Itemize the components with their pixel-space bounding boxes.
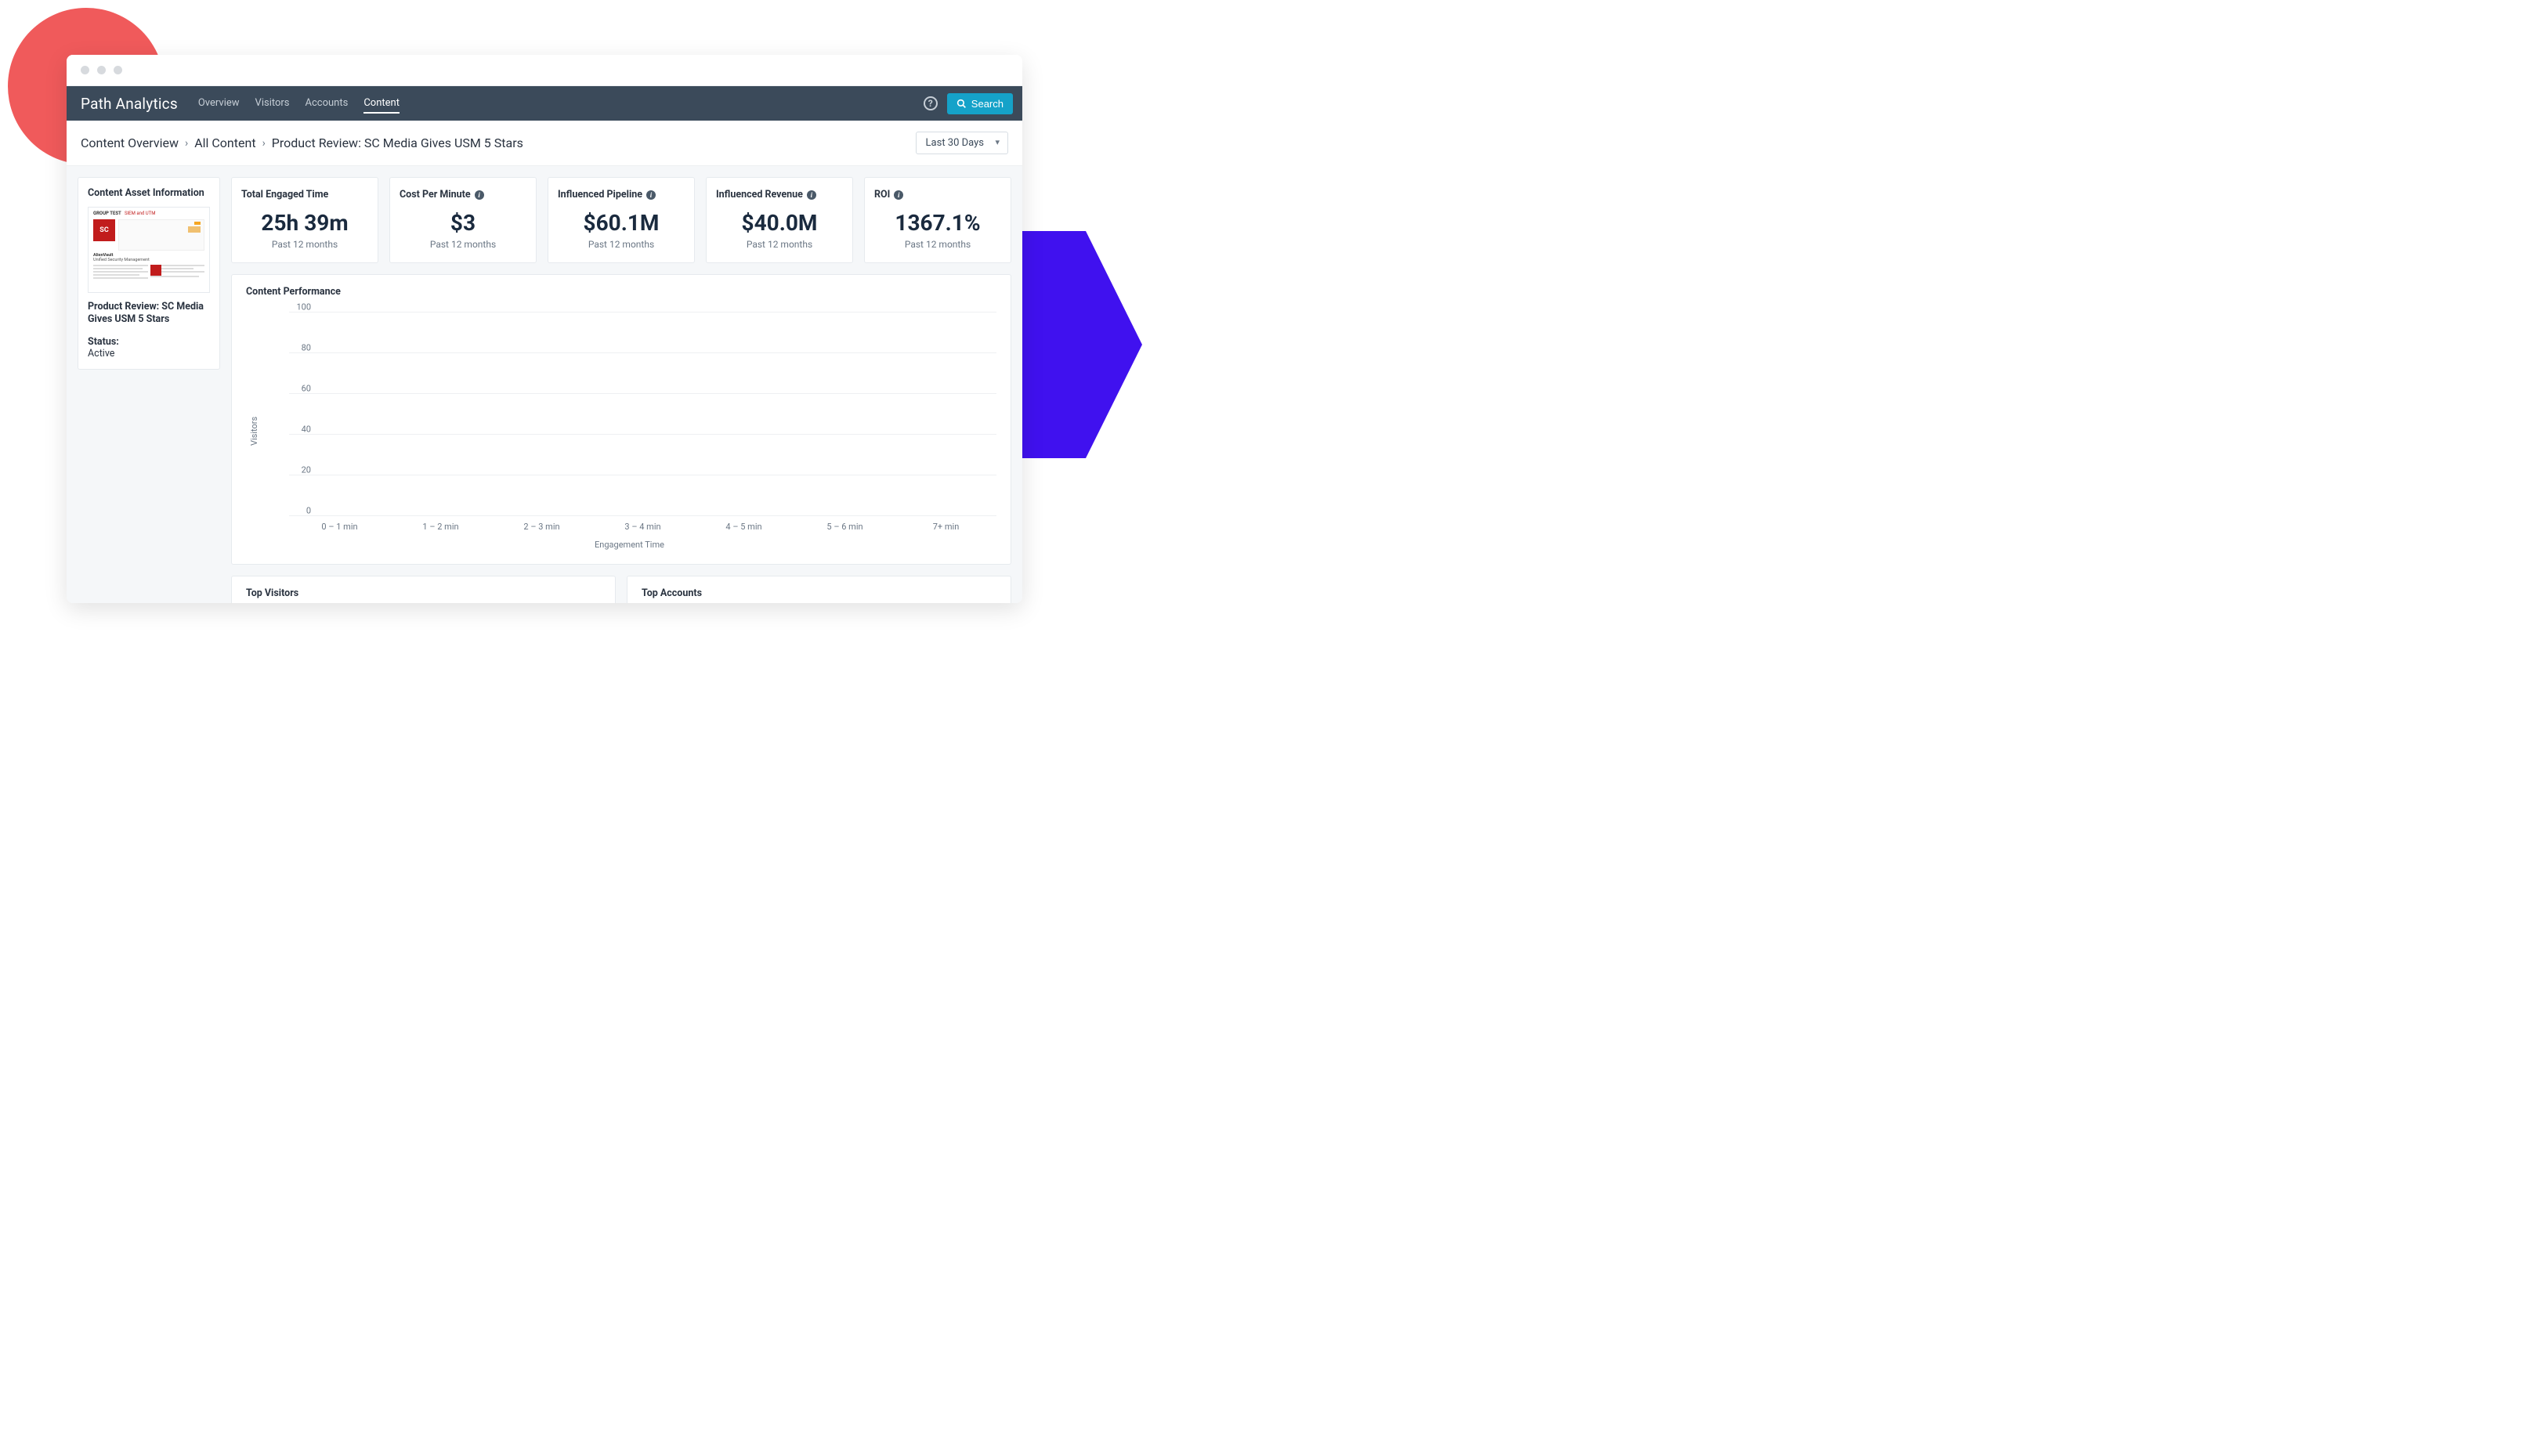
info-icon[interactable]: i — [475, 190, 484, 200]
metric-card: Influenced Pipelinei $60.1M Past 12 months — [548, 177, 695, 263]
chart-gridline — [289, 515, 996, 516]
chart-x-tick: 7+ min — [895, 522, 996, 532]
breadcrumb-bar: Content Overview › All Content › Product… — [67, 121, 1022, 166]
status-label: Status: — [88, 336, 210, 348]
metrics-row: Total Engaged Time25h 39mPast 12 monthsC… — [231, 177, 1011, 263]
browser-window: Path Analytics Overview Visitors Account… — [67, 55, 1022, 603]
chart-gridline — [289, 352, 996, 353]
top-accounts-title: Top Accounts — [642, 587, 996, 599]
chart-x-axis-label: Engagement Time — [262, 540, 996, 550]
nav-links: Overview Visitors Accounts Content — [198, 94, 400, 114]
status-value: Active — [88, 348, 210, 359]
metric-subtext: Past 12 months — [716, 239, 843, 250]
chart-y-tick: 60 — [289, 384, 311, 394]
chart-gridline — [289, 312, 996, 313]
window-dot — [114, 66, 122, 74]
metric-subtext: Past 12 months — [241, 239, 368, 250]
nav-right: ? Search — [924, 93, 1013, 114]
metric-label: ROIi — [874, 189, 1001, 201]
metric-card: ROIi 1367.1% Past 12 months — [864, 177, 1011, 263]
info-icon[interactable]: i — [646, 190, 656, 200]
top-visitors-title: Top Visitors — [246, 587, 601, 599]
breadcrumb[interactable]: All Content — [194, 135, 255, 150]
metric-card: Cost Per Minutei $3 Past 12 months — [389, 177, 537, 263]
metric-subtext: Past 12 months — [558, 239, 685, 250]
window-dot — [97, 66, 106, 74]
brand-title: Path Analytics — [81, 95, 178, 113]
metric-label: Influenced Pipelinei — [558, 189, 685, 201]
metric-value: 1367.1% — [874, 210, 1001, 236]
metric-label: Total Engaged Time — [241, 189, 368, 201]
metric-card: Total Engaged Time 25h 39m Past 12 months — [231, 177, 378, 263]
asset-title: Product Review: SC Media Gives USM 5 Sta… — [88, 301, 210, 327]
chart-x-tick: 0 – 1 min — [289, 522, 390, 532]
chart-y-tick: 20 — [289, 465, 311, 475]
chart-x-tick: 1 – 2 min — [390, 522, 491, 532]
window-titlebar — [67, 55, 1022, 86]
asset-info-card: Content Asset Information GROUP TEST SIE… — [78, 177, 220, 370]
metric-value: $60.1M — [558, 210, 685, 236]
metric-value: 25h 39m — [241, 210, 368, 236]
metric-subtext: Past 12 months — [400, 239, 526, 250]
decor-hexagon — [1017, 231, 1142, 458]
breadcrumb: Product Review: SC Media Gives USM 5 Sta… — [272, 135, 523, 150]
chart-y-tick: 80 — [289, 343, 311, 353]
asset-thumbnail: GROUP TEST SIEM and UTM SC AlienVault Un… — [88, 207, 210, 293]
breadcrumb-sep: › — [185, 137, 188, 150]
nav-visitors[interactable]: Visitors — [255, 94, 290, 114]
metric-subtext: Past 12 months — [874, 239, 1001, 250]
chart-x-tick: 4 – 5 min — [693, 522, 794, 532]
search-button[interactable]: Search — [947, 93, 1013, 114]
top-visitors-card: Top Visitors — [231, 576, 616, 603]
metric-card: Influenced Revenuei $40.0M Past 12 months — [706, 177, 853, 263]
chart-y-tick: 100 — [289, 302, 311, 313]
chart-gridline — [289, 434, 996, 435]
chart-x-axis: 0 – 1 min1 – 2 min2 – 3 min3 – 4 min4 – … — [289, 522, 996, 532]
metric-label: Cost Per Minutei — [400, 189, 526, 201]
help-icon[interactable]: ? — [924, 96, 938, 110]
chart-y-axis-label: Visitors — [246, 312, 262, 550]
chart-y-tick: 40 — [289, 425, 311, 435]
info-icon[interactable]: i — [807, 190, 816, 200]
chart-x-tick: 2 – 3 min — [491, 522, 592, 532]
chart-x-tick: 5 – 6 min — [794, 522, 895, 532]
search-icon — [957, 99, 967, 109]
top-nav: Path Analytics Overview Visitors Account… — [67, 86, 1022, 121]
metric-value: $40.0M — [716, 210, 843, 236]
nav-overview[interactable]: Overview — [198, 94, 240, 114]
chart-title: Content Performance — [246, 286, 996, 298]
metric-label: Influenced Revenuei — [716, 189, 843, 201]
nav-content[interactable]: Content — [363, 94, 400, 114]
date-range-select[interactable]: Last 30 Days — [916, 132, 1008, 154]
nav-accounts[interactable]: Accounts — [306, 94, 349, 114]
chart-plot-area: 020406080100 — [262, 312, 996, 515]
breadcrumb[interactable]: Content Overview — [81, 135, 179, 150]
breadcrumb-sep: › — [262, 137, 266, 150]
asset-panel-title: Content Asset Information — [88, 187, 210, 199]
content-performance-card: Content Performance Visitors 0 20 40 60 80 10… — [231, 274, 1011, 565]
sc-badge-icon: SC — [93, 219, 115, 241]
date-range-value: Last 30 Days — [926, 137, 984, 149]
main-column: Total Engaged Time25h 39mPast 12 monthsC… — [231, 177, 1011, 597]
info-icon[interactable]: i — [894, 190, 903, 200]
chart-x-tick: 3 – 4 min — [592, 522, 693, 532]
top-accounts-card: Top Accounts — [627, 576, 1011, 603]
bottom-row: Top Visitors Top Accounts — [231, 576, 1011, 603]
page-body: Content Asset Information GROUP TEST SIE… — [67, 166, 1022, 603]
chart-y-tick: 0 — [289, 506, 311, 516]
metric-value: $3 — [400, 210, 526, 236]
window-dot — [81, 66, 89, 74]
search-button-label: Search — [971, 98, 1004, 110]
chart-gridline — [289, 393, 996, 394]
